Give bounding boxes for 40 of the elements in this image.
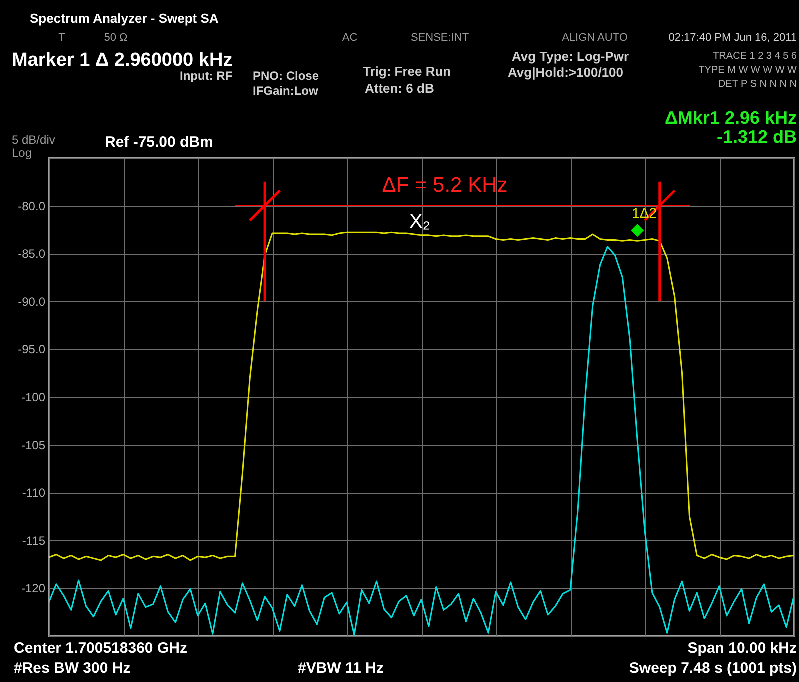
text: ΔMkr1 2.96 kHz [664,108,797,128]
text: Marker 1 Δ 2.960000 kHz [12,50,233,71]
chart-title: Spectrum Analyzer - Swept SA [30,11,220,26]
y-tick-label: -115 [22,534,46,548]
text: ALIGN AUTO [562,32,628,44]
text: #Res BW 300 Hz [14,660,131,677]
text: Avg|Hold:>100/100 [508,65,624,80]
y-tick-label: -110 [22,486,46,500]
text: Span 10.00 kHz [688,640,797,657]
text: Log [12,146,32,160]
text: Ref -75.00 dBm [105,134,214,151]
text: Atten: 6 dB [365,81,434,96]
annotation: X₂ [409,211,431,233]
text: #VBW 11 Hz [298,660,384,677]
text: DET P S N N N N [718,79,797,90]
y-tick-label: -105 [21,438,46,452]
text: PNO: Close [253,69,320,83]
text: T [58,32,66,44]
y-tick-label: -80.0 [18,199,46,214]
text: TRACE 1 2 3 4 5 6 [713,51,798,62]
y-tick-label: -120 [21,582,46,596]
text: AC [342,32,358,44]
text: Trig: Free Run [363,64,452,79]
text: -1.312 dB [716,127,797,147]
text: 50 Ω [104,32,128,44]
y-tick-label: -100 [21,390,46,404]
y-tick-label: -85.0 [18,247,46,262]
y-tick-label: -90.0 [18,294,46,309]
text: 02:17:40 PM Jun 16, 2011 [668,32,797,44]
annotation: ΔF = 5.2 KHz [382,174,508,197]
text: 5 dB/div [12,133,56,147]
text: Sweep 7.48 s (1001 pts) [629,660,797,677]
text: SENSE:INT [410,32,470,44]
text: IFGain:Low [253,84,319,98]
text: Avg Type: Log-Pwr [512,49,629,64]
text: Center 1.700518360 GHz [14,640,188,657]
line-series [49,232,794,562]
text: Input: RF [180,69,233,83]
text: TYPE M W W W W W [698,65,798,76]
y-tick-label: -95.0 [18,342,46,357]
